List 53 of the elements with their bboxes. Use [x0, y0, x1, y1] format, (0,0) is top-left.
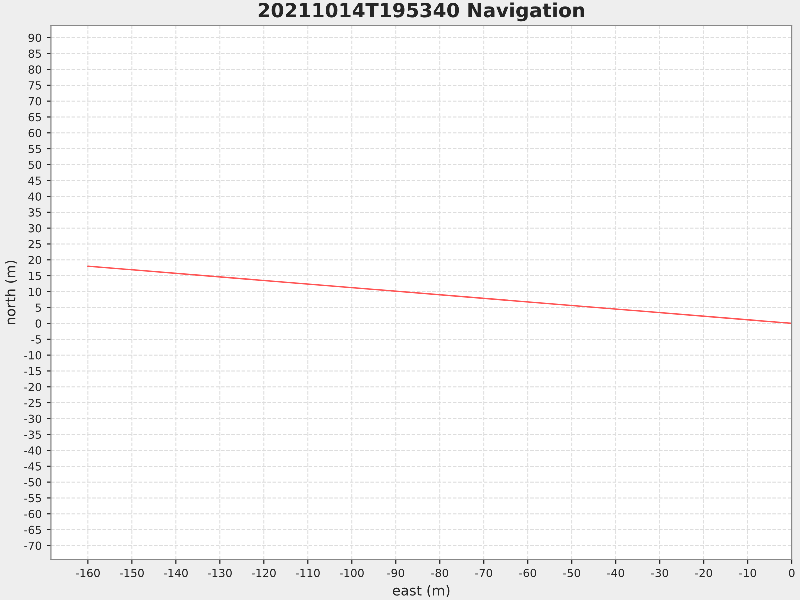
y-tick-label: -15: [24, 367, 42, 376]
x-tick-label: -40: [608, 569, 624, 578]
y-tick-label: 65: [28, 113, 42, 122]
y-tick-label: 75: [28, 82, 42, 90]
y-tick-label: -60: [24, 510, 42, 518]
y-tick-label: 25: [28, 240, 42, 249]
x-tick-label: 0: [789, 569, 795, 578]
y-tick-label: -65: [24, 526, 42, 534]
y-tick-label: 90: [28, 34, 42, 42]
y-tick-label: 55: [28, 145, 42, 154]
chart-title: 20211014T195340 Navigation: [258, 2, 584, 22]
y-tick-label: -50: [24, 478, 42, 487]
y-tick-label: -25: [24, 398, 42, 408]
y-axis-title: north (m): [5, 260, 18, 325]
x-tick-label: -90: [388, 569, 404, 578]
y-tick-label: 85: [28, 50, 42, 58]
x-tick-label: -30: [652, 569, 668, 578]
x-tick-label: -50: [564, 569, 580, 578]
y-tick-label: 40: [28, 192, 42, 201]
y-tick-label: 35: [28, 208, 42, 217]
y-tick-label: 20: [28, 256, 42, 264]
y-tick-label: 0: [36, 320, 42, 328]
x-axis-title: east (m): [393, 585, 450, 598]
y-tick-label: -35: [24, 430, 42, 440]
y-tick-label: 5: [36, 304, 42, 312]
x-tick-label: -110: [296, 569, 320, 578]
x-tick-label: -120: [252, 569, 276, 578]
y-tick-label: -10: [24, 351, 42, 360]
x-tick-label: -20: [695, 569, 712, 578]
y-tick-label: -20: [24, 383, 42, 392]
y-tick-label: 45: [28, 176, 42, 186]
y-tick-label: 15: [29, 272, 42, 280]
x-tick-label: -160: [76, 569, 100, 578]
x-tick-label: -70: [476, 569, 492, 578]
y-tick-label: 50: [28, 160, 42, 170]
y-tick-label: -30: [24, 414, 42, 424]
y-tick-label: -5: [32, 336, 42, 344]
y-tick-label: -40: [24, 446, 42, 455]
y-tick-label: -55: [24, 494, 42, 503]
y-tick-label: 70: [28, 97, 42, 106]
y-tick-label: 80: [28, 66, 42, 74]
y-tick-label: 60: [28, 129, 42, 138]
x-tick-label: -100: [340, 569, 364, 578]
x-tick-label: -10: [739, 569, 756, 578]
x-tick-label: -130: [208, 569, 232, 578]
x-tick-label: -150: [120, 569, 144, 578]
y-tick-label: 30: [28, 224, 42, 233]
x-tick-label: -80: [432, 569, 448, 578]
y-tick-label: -70: [24, 542, 42, 550]
y-tick-label: 10: [29, 288, 42, 296]
y-tick-label: -45: [24, 462, 42, 471]
x-tick-label: -60: [520, 569, 536, 578]
x-tick-label: -140: [164, 569, 188, 578]
